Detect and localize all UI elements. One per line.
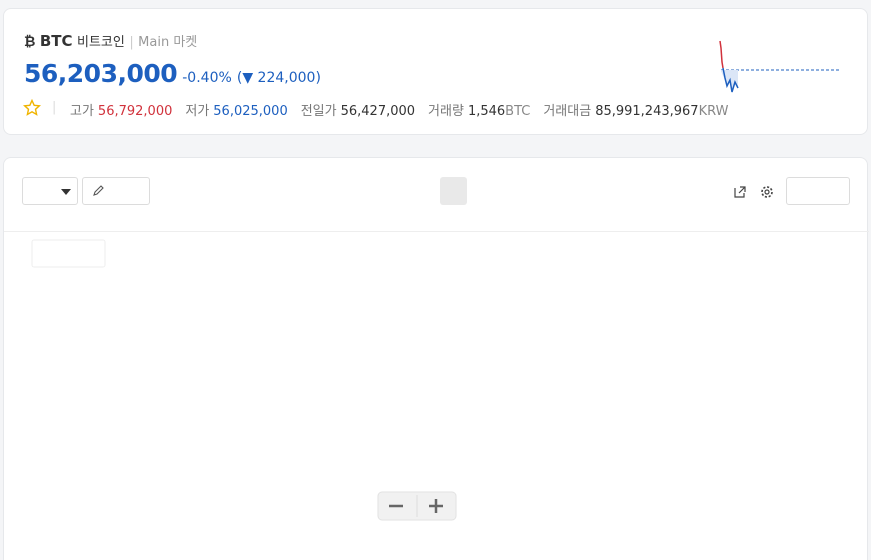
share-icon[interactable] <box>732 184 748 200</box>
stat-value: 56,427,000 <box>340 104 416 119</box>
pencil-icon <box>93 185 104 196</box>
stat: 전일가 56,427,000 <box>301 100 415 119</box>
interval-select[interactable] <box>22 177 78 205</box>
symbol: BTC <box>39 32 73 50</box>
stat-unit: KRW <box>698 104 729 119</box>
mini-chart <box>719 40 839 93</box>
stat-label: 거래량 <box>428 104 464 119</box>
stat-value: 1,546 <box>467 104 506 119</box>
stat-value: 85,991,243,967 <box>595 104 699 119</box>
fullscreen-box[interactable] <box>786 177 850 205</box>
ticker-title: ₿ BTC 비트코인 | Main 마켓 <box>24 31 197 50</box>
favorite-star[interactable] <box>23 99 41 117</box>
draw-tool[interactable] <box>82 177 150 205</box>
change-amount: (▼ 224,000) <box>236 70 321 86</box>
stat-value: 56,792,000 <box>97 104 173 119</box>
zoom-control[interactable] <box>377 491 457 521</box>
stat-unit: BTC <box>505 104 531 119</box>
market: Main 마켓 <box>138 35 198 50</box>
stat: 거래대금 85,991,243,967KRW <box>543 100 728 119</box>
toolbar-divider <box>4 231 869 232</box>
zoom-in[interactable] <box>429 499 443 513</box>
stat: 고가 56,792,000 <box>70 100 172 119</box>
stats-row: 고가 56,792,000 저가 56,025,000 전일가 56,427,000 거래량… <box>70 100 728 119</box>
indicator-button[interactable] <box>440 177 467 205</box>
price: 56,203,000 <box>24 59 178 88</box>
dropdown-arrow <box>61 189 71 195</box>
separator: | <box>129 35 134 50</box>
stat-label: 전일가 <box>300 104 337 119</box>
stat: 거래량 1,546BTC <box>428 100 530 119</box>
price-row: 56,203,000 -0.40% (▼ 224,000) <box>24 59 321 88</box>
change-rate: -0.40% <box>182 70 232 86</box>
stat-label: 고가 <box>70 104 94 119</box>
stat-label: 거래대금 <box>543 104 592 119</box>
coin-icon: ₿ <box>24 34 36 50</box>
legend-box <box>31 239 106 268</box>
settings-icon[interactable] <box>759 184 775 200</box>
stat-label: 저가 <box>185 104 210 119</box>
stat: 저가 56,025,000 <box>185 100 287 119</box>
coin-name: 비트코인 <box>77 35 125 50</box>
stat-value: 56,025,000 <box>213 104 288 119</box>
ticker-card: ₿ BTC 비트코인 | Main 마켓 56,203,000 -0.40% (… <box>3 8 868 135</box>
divider: | <box>52 100 57 115</box>
